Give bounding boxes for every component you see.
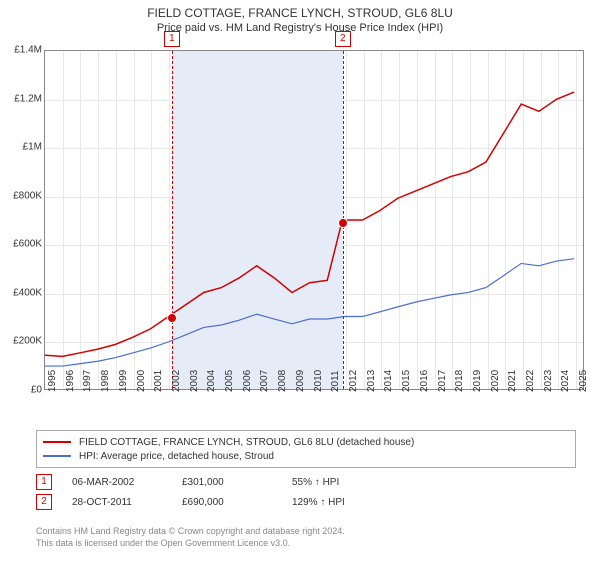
sale-marker xyxy=(167,313,177,323)
xtick-label: 1997 xyxy=(82,370,93,392)
xtick-label: 2023 xyxy=(543,370,554,392)
sale-num: 1 xyxy=(36,474,52,490)
sales-table: 1 06-MAR-2002 £301,000 55% ↑ HPI 2 28-OCT-201… xyxy=(36,472,576,512)
xtick-label: 2015 xyxy=(401,370,412,392)
sale-price: £301,000 xyxy=(182,477,272,488)
xtick-label: 1996 xyxy=(65,370,76,392)
ytick-label: £600K xyxy=(2,239,42,250)
legend-item: FIELD COTTAGE, FRANCE LYNCH, STROUD, GL6… xyxy=(43,435,569,449)
series-line xyxy=(45,92,574,356)
xtick-label: 2004 xyxy=(206,370,217,392)
sale-vlabel: 1 xyxy=(164,31,180,47)
xtick-label: 2009 xyxy=(295,370,306,392)
xtick-label: 2010 xyxy=(313,370,324,392)
xtick-label: 2021 xyxy=(507,370,518,392)
xtick-label: 2012 xyxy=(348,370,359,392)
xtick-label: 2001 xyxy=(153,370,164,392)
xtick-label: 2013 xyxy=(366,370,377,392)
ytick-label: £0 xyxy=(2,385,42,396)
sale-num: 2 xyxy=(36,494,52,510)
sale-date: 28-OCT-2011 xyxy=(72,497,162,508)
xtick-label: 2008 xyxy=(277,370,288,392)
ytick-label: £400K xyxy=(2,287,42,298)
xtick-label: 1995 xyxy=(47,370,58,392)
sale-marker xyxy=(338,218,348,228)
xtick-label: 2020 xyxy=(490,370,501,392)
plot-area: 12 xyxy=(44,50,584,390)
xtick-label: 1998 xyxy=(100,370,111,392)
xtick-label: 2011 xyxy=(330,370,341,392)
xtick-label: 2014 xyxy=(383,370,394,392)
chart-area: 12 £0£200K£400K£600K£800K£1M£1.2M£1.4M19… xyxy=(44,50,584,390)
xtick-label: 2022 xyxy=(525,370,536,392)
legend-label: FIELD COTTAGE, FRANCE LYNCH, STROUD, GL6… xyxy=(79,437,414,448)
chart-title: FIELD COTTAGE, FRANCE LYNCH, STROUD, GL6… xyxy=(0,6,600,20)
xtick-label: 2005 xyxy=(224,370,235,392)
xtick-label: 2017 xyxy=(437,370,448,392)
footer-line-2: This data is licensed under the Open Gov… xyxy=(36,538,576,550)
footer-attribution: Contains HM Land Registry data © Crown c… xyxy=(36,526,576,549)
xtick-label: 2016 xyxy=(419,370,430,392)
sale-price: £690,000 xyxy=(182,497,272,508)
sale-vlabel: 2 xyxy=(335,31,351,47)
sale-date: 06-MAR-2002 xyxy=(72,477,162,488)
legend-item: HPI: Average price, detached house, Stro… xyxy=(43,449,569,463)
sale-row: 1 06-MAR-2002 £301,000 55% ↑ HPI xyxy=(36,472,576,492)
sale-row: 2 28-OCT-2011 £690,000 129% ↑ HPI xyxy=(36,492,576,512)
legend: FIELD COTTAGE, FRANCE LYNCH, STROUD, GL6… xyxy=(36,430,576,468)
ytick-label: £1.4M xyxy=(2,45,42,56)
legend-swatch xyxy=(43,455,71,457)
xtick-label: 2007 xyxy=(259,370,270,392)
ytick-label: £800K xyxy=(2,190,42,201)
chart-subtitle: Price paid vs. HM Land Registry's House … xyxy=(0,22,600,34)
xtick-label: 2018 xyxy=(454,370,465,392)
legend-swatch xyxy=(43,441,71,443)
xtick-label: 2002 xyxy=(171,370,182,392)
sale-pct: 55% ↑ HPI xyxy=(292,477,382,488)
xtick-label: 2003 xyxy=(189,370,200,392)
xtick-label: 2024 xyxy=(560,370,571,392)
series-line xyxy=(45,259,574,366)
ytick-label: £1M xyxy=(2,142,42,153)
sale-pct: 129% ↑ HPI xyxy=(292,497,382,508)
xtick-label: 2019 xyxy=(472,370,483,392)
legend-label: HPI: Average price, detached house, Stro… xyxy=(79,451,274,462)
xtick-label: 1999 xyxy=(118,370,129,392)
xtick-label: 2000 xyxy=(136,370,147,392)
ytick-label: £200K xyxy=(2,336,42,347)
xtick-label: 2006 xyxy=(242,370,253,392)
xtick-label: 2025 xyxy=(578,370,589,392)
ytick-label: £1.2M xyxy=(2,93,42,104)
sale-vline xyxy=(172,51,173,389)
footer-line-1: Contains HM Land Registry data © Crown c… xyxy=(36,526,576,538)
chart-svg xyxy=(45,51,583,389)
